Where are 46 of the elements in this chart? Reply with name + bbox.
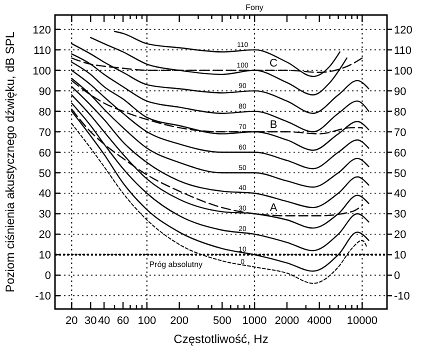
y-tick-label: 20 <box>38 229 51 242</box>
y-tick-label: 50 <box>38 168 51 180</box>
series-label: A <box>270 202 278 214</box>
x-tick-label: 2000 <box>274 315 300 327</box>
y-tick-label: 120 <box>32 24 51 36</box>
y2-tick-label: 80 <box>394 106 406 118</box>
y-tick-label: 60 <box>38 147 51 160</box>
x-tick-label: 40 <box>98 315 110 327</box>
series-label: C <box>270 57 278 70</box>
y-axis-title: Poziom ciśnienia akustycznego dźwięku, dB SPL <box>3 31 17 292</box>
y-tick-label: 70 <box>38 126 51 139</box>
x-tick-label: 30 <box>84 315 97 327</box>
y2-tick-label: 100 <box>394 65 412 78</box>
y2-tick-label: 40 <box>394 188 406 200</box>
annotation: Próg absolutny <box>149 260 203 269</box>
x-tick-label: 60 <box>116 315 130 327</box>
y-tick-label: 0 <box>44 270 51 282</box>
x-tick-label: 200 <box>170 315 188 327</box>
y2-tick-label: -10 <box>394 290 410 303</box>
y2-tick-label: 90 <box>394 86 406 98</box>
y-tick-label: 100 <box>32 65 51 78</box>
y2-tick-label: 10 <box>394 250 406 262</box>
x-tick-label: 500 <box>212 315 232 327</box>
chart-title: Fony <box>246 3 264 12</box>
x-tick-label: 10000 <box>346 315 378 327</box>
y2-tick-label: 70 <box>394 126 406 139</box>
y2-tick-label: 20 <box>394 229 406 242</box>
y-tick-label: 10 <box>38 250 51 262</box>
y-tick-label: 40 <box>38 188 51 200</box>
x-tick-label: 20 <box>66 315 78 327</box>
x-tick-label: 100 <box>138 315 156 327</box>
y2-tick-label: 50 <box>394 168 406 180</box>
y2-tick-label: 110 <box>394 44 412 57</box>
y-tick-label: 30 <box>38 208 51 221</box>
y-tick-label: -10 <box>35 290 51 303</box>
x-tick-label: 4000 <box>307 315 332 327</box>
x-tick-label: 1000 <box>242 315 267 327</box>
y-tick-label: 110 <box>33 44 51 57</box>
y2-tick-label: 120 <box>394 24 412 36</box>
y2-tick-label: 30 <box>394 208 406 221</box>
x-axis-title: Częstotliwość, Hz <box>174 332 268 346</box>
y-tick-label: 90 <box>38 86 51 98</box>
series-label: B <box>270 118 278 131</box>
y-tick-label: 80 <box>38 106 51 118</box>
y2-tick-label: 60 <box>394 147 406 160</box>
y2-tick-label: 0 <box>394 270 400 282</box>
